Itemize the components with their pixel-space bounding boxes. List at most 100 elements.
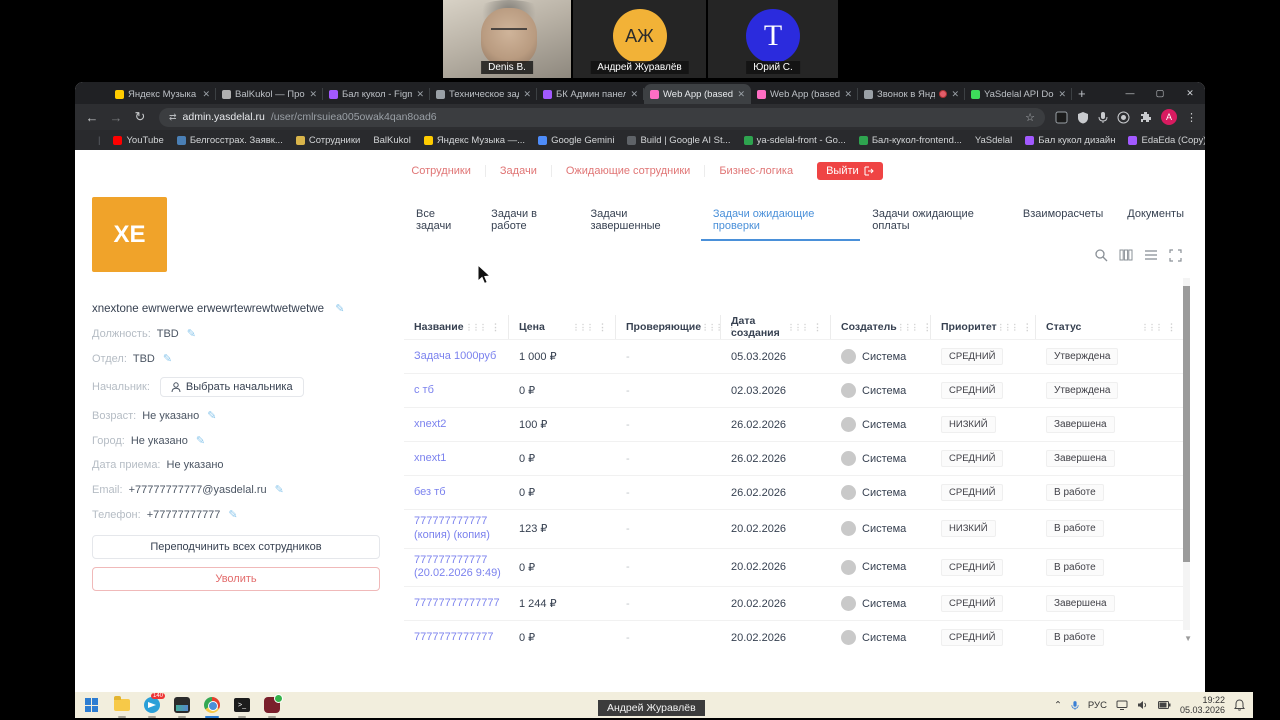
- display-icon[interactable]: [1116, 700, 1128, 710]
- logout-button[interactable]: Выйти: [817, 162, 883, 180]
- table-header-cell[interactable]: Приоритет ⋮⋮⋮ ⋮: [931, 315, 1036, 339]
- bookmark-star-icon[interactable]: ☆: [1025, 111, 1035, 124]
- drag-handle-icon[interactable]: ⋮⋮⋮: [465, 322, 487, 332]
- drag-handle-icon[interactable]: ⋮⋮⋮: [787, 322, 809, 332]
- bookmark-item[interactable]: Яндекс Музыка —...: [423, 135, 525, 146]
- column-menu-icon[interactable]: ⋮: [598, 321, 607, 332]
- fullscreen-icon[interactable]: [1169, 248, 1182, 262]
- tab-close-icon[interactable]: ✕: [202, 88, 210, 99]
- browser-tab[interactable]: Web App (based on ✕: [751, 84, 858, 104]
- browser-tab[interactable]: Яндекс Музыка — с ✕: [109, 84, 216, 104]
- task-tab[interactable]: Задачи ожидающие проверки: [700, 202, 861, 241]
- maximize-button[interactable]: ▢: [1155, 87, 1165, 98]
- bookmark-item[interactable]: YouTube: [113, 135, 164, 146]
- tray-expand-icon[interactable]: ⌃: [1053, 699, 1062, 711]
- language-indicator[interactable]: РУС: [1087, 699, 1107, 711]
- task-name-link[interactable]: 777777777777 (20.02.2026 9:49): [414, 553, 501, 580]
- bookmark-item[interactable]: Белгосстрах. Заявк...: [176, 135, 283, 146]
- bookmark-item[interactable]: Сотрудники: [295, 135, 360, 146]
- task-name-link[interactable]: 77777777777777: [414, 596, 500, 609]
- table-row[interactable]: без тб 0 ₽ - 26.02.2026 Система СРЕДНИЙ …: [404, 475, 1185, 509]
- notifications-bell-icon[interactable]: [1234, 699, 1245, 711]
- tab-close-icon[interactable]: ✕: [844, 88, 852, 99]
- column-menu-icon[interactable]: ⋮: [1022, 321, 1032, 332]
- browser-tab[interactable]: BalKukol — Профиль ✕: [216, 84, 323, 104]
- table-row[interactable]: 7777777777777 0 ₽ - 20.02.2026 Система С…: [404, 620, 1185, 654]
- shield-icon[interactable]: [1077, 111, 1089, 124]
- table-row[interactable]: Задача 1000руб 1 000 ₽ - 05.03.2026 Сист…: [404, 339, 1185, 373]
- task-tab[interactable]: Задачи в работе: [491, 208, 538, 232]
- table-row[interactable]: с тб 0 ₽ - 02.03.2026 Система СРЕДНИЙ Ут…: [404, 373, 1185, 407]
- columns-icon[interactable]: [1119, 249, 1133, 261]
- bookmark-item[interactable]: EdaEda (Copy) – Fig...: [1128, 135, 1205, 146]
- back-icon[interactable]: ←: [85, 109, 99, 125]
- task-name-link[interactable]: Задача 1000руб: [414, 349, 497, 362]
- reload-icon[interactable]: ↻: [134, 109, 146, 124]
- volume-icon[interactable]: [1137, 700, 1149, 710]
- site-settings-icon[interactable]: ⇄: [169, 111, 177, 122]
- task-tab[interactable]: Все задачи: [416, 208, 452, 232]
- bookmark-item[interactable]: BalKukol: [373, 135, 411, 146]
- task-name-link[interactable]: xnext2: [414, 417, 447, 430]
- start-button[interactable]: [83, 696, 101, 714]
- search-icon[interactable]: [1094, 248, 1108, 262]
- select-manager-button[interactable]: Выбрать начальника: [159, 377, 304, 397]
- extensions-puzzle-icon[interactable]: [1139, 111, 1152, 124]
- battery-icon[interactable]: [1157, 701, 1171, 709]
- photos-app-button[interactable]: [173, 696, 191, 718]
- tab-close-icon[interactable]: ✕: [1058, 88, 1066, 99]
- drag-handle-icon[interactable]: ⋮⋮⋮: [1141, 322, 1163, 332]
- bookmark-item[interactable]: Бал кукол дизайн: [1025, 135, 1115, 146]
- scroll-down-icon[interactable]: ▼: [1184, 634, 1192, 643]
- column-menu-icon[interactable]: ⋮: [922, 321, 932, 332]
- terminal-button[interactable]: >_: [233, 696, 251, 718]
- column-menu-icon[interactable]: ⋮: [727, 321, 737, 332]
- browser-tab[interactable]: Бал кукол - Figma ✕: [323, 84, 430, 104]
- chrome-button[interactable]: [203, 696, 221, 718]
- bookmark-item[interactable]: Бал-кукол-frontend...: [858, 135, 962, 146]
- nav-link[interactable]: Бизнес-логика: [719, 165, 794, 177]
- edit-icon[interactable]: ✎: [335, 303, 345, 315]
- scrollbar-thumb[interactable]: [1183, 286, 1190, 562]
- tab-close-icon[interactable]: ✕: [737, 88, 745, 99]
- task-name-link[interactable]: 777777777777 (копия) (копия): [414, 515, 490, 541]
- edit-icon[interactable]: ✎: [195, 435, 206, 447]
- participant-tile-andrey[interactable]: АЖ Андрей Журавлёв: [573, 0, 706, 78]
- table-scrollbar[interactable]: [1183, 278, 1190, 630]
- column-menu-icon[interactable]: ⋮: [1167, 321, 1176, 332]
- drag-handle-icon[interactable]: ⋮⋮⋮: [996, 322, 1019, 332]
- table-row[interactable]: 77777777777777 1 244 ₽ - 20.02.2026 Сист…: [404, 586, 1185, 620]
- task-tab[interactable]: Взаиморасчеты: [1022, 208, 1104, 220]
- row-density-icon[interactable]: [1144, 250, 1158, 260]
- table-row[interactable]: xnext2 100 ₽ - 26.02.2026 Система НИЗКИЙ…: [404, 407, 1185, 441]
- nav-link[interactable]: Задачи: [486, 165, 552, 177]
- tab-close-icon[interactable]: ✕: [951, 88, 959, 99]
- profile-avatar[interactable]: A: [1161, 109, 1177, 125]
- tab-media-icon[interactable]: [1055, 111, 1068, 124]
- tray-mic-icon[interactable]: [1071, 700, 1079, 711]
- column-menu-icon[interactable]: ⋮: [813, 321, 822, 332]
- forward-icon[interactable]: →: [109, 109, 123, 125]
- task-name-link[interactable]: без тб: [414, 485, 446, 498]
- file-explorer-button[interactable]: [113, 696, 131, 718]
- minimize-button[interactable]: —: [1125, 88, 1135, 98]
- task-tab[interactable]: Задачи завершенные: [590, 208, 661, 232]
- browser-tab[interactable]: YaSdelal API Docume ✕: [965, 84, 1072, 104]
- new-tab-button[interactable]: +: [1078, 86, 1086, 101]
- drag-handle-icon[interactable]: ⋮⋮⋮: [701, 322, 723, 332]
- task-name-link[interactable]: xnext1: [414, 451, 447, 464]
- browser-tab[interactable]: БК Админ панель (п ✕: [537, 84, 644, 104]
- column-menu-icon[interactable]: ⋮: [491, 321, 500, 332]
- drag-handle-icon[interactable]: ⋮⋮⋮: [896, 322, 919, 332]
- table-header-cell[interactable]: Дата создания ⋮⋮⋮ ⋮: [721, 315, 831, 339]
- task-tab[interactable]: Задачи ожидающие оплаты: [872, 208, 974, 232]
- participant-tile-yuri[interactable]: T Юрий С.: [708, 0, 838, 78]
- nav-link[interactable]: Сотрудники: [397, 165, 486, 177]
- bookmark-item[interactable]: ya-sdelal-front - Go...: [743, 135, 846, 146]
- clock[interactable]: 19:22 05.03.2026: [1180, 695, 1225, 716]
- bookmark-item[interactable]: YaSdelal: [975, 135, 1012, 146]
- edit-icon[interactable]: ✎: [207, 410, 217, 422]
- tab-close-icon[interactable]: ✕: [630, 88, 638, 99]
- nav-link[interactable]: Ожидающие сотрудники: [552, 165, 706, 177]
- table-header-cell[interactable]: Название ⋮⋮⋮ ⋮: [404, 315, 509, 339]
